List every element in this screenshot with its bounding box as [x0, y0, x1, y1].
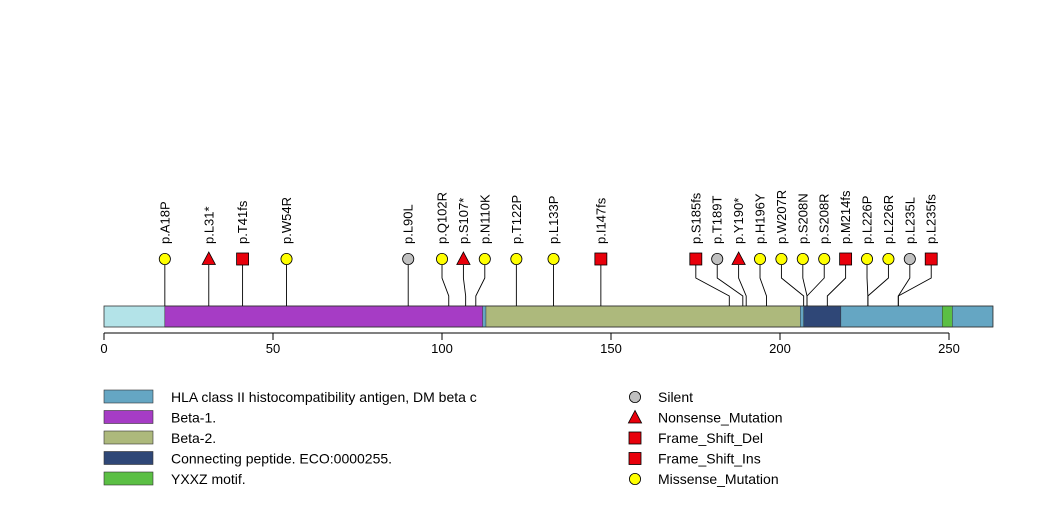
legend-swatch — [103, 451, 154, 465]
mutation-label: p.I147fs — [593, 197, 608, 244]
tick-label: 100 — [431, 341, 453, 356]
mutation-markers — [158, 251, 938, 266]
legend-symbol — [628, 431, 642, 445]
domain-2 — [485, 305, 801, 328]
mutation-label: p.H196Y — [753, 193, 768, 244]
legend-domain-label: Connecting peptide. ECO:0000255. — [171, 451, 392, 467]
mutation-label: p.Y190* — [731, 198, 746, 244]
mutation-marker — [689, 252, 703, 266]
mutation-label: p.A18P — [157, 201, 172, 244]
domain-3 — [803, 305, 842, 328]
mutation-marker — [754, 252, 767, 265]
mutation-marker — [903, 252, 916, 265]
mutation-marker — [775, 252, 788, 265]
mutation-label: p.S107* — [456, 198, 471, 244]
mutation-marker — [436, 252, 449, 265]
legend-type-label: Frame_Shift_Ins — [658, 451, 761, 467]
mutation-marker — [924, 252, 938, 266]
mutation-marker — [158, 252, 171, 265]
mutation-label: p.L226P — [860, 196, 875, 244]
mutation-stem — [867, 265, 889, 306]
mutation-marker — [731, 251, 746, 265]
mutation-stem — [897, 265, 932, 306]
mutation-stem — [806, 265, 825, 306]
mutation-label: p.L226R — [881, 195, 896, 244]
domain-legend: HLA class II histocompatibility antigen,… — [103, 389, 477, 487]
domain-4 — [941, 305, 953, 328]
mutation-label: p.T189T — [710, 196, 725, 244]
legend-domain-label: HLA class II histocompatibility antigen,… — [171, 389, 477, 405]
mutation-marker — [402, 252, 415, 265]
legend-symbol — [627, 409, 643, 424]
domain-1 — [164, 305, 483, 328]
mutation-marker — [478, 252, 491, 265]
mutation-stem — [441, 265, 450, 306]
mutation-stem — [897, 265, 911, 306]
legend-swatch — [103, 389, 154, 404]
legend-type-label: Frame_Shift_Del — [658, 430, 763, 446]
tick-label: 50 — [266, 341, 280, 356]
mutation-label: p.M214fs — [838, 190, 853, 244]
mutation-label: p.L235fs — [924, 194, 939, 244]
mutation-label: p.T41fs — [235, 200, 250, 244]
mutation-stem — [716, 265, 744, 306]
mutation-marker — [882, 252, 895, 265]
mutation-label: p.L133P — [546, 196, 561, 244]
mutation-label: p.T122P — [509, 195, 524, 244]
mutation-label: p.S185fs — [688, 192, 703, 244]
legend-type-label: Nonsense_Mutation — [658, 410, 783, 426]
legend-symbol — [629, 390, 642, 403]
mutation-marker — [796, 252, 809, 265]
tick-label: 250 — [938, 341, 960, 356]
mutation-stem — [759, 265, 767, 306]
mutation-marker — [236, 252, 249, 266]
mutation-marker — [456, 251, 471, 265]
mutation-label: p.S208R — [817, 193, 832, 244]
mutation-stem — [826, 265, 847, 306]
mutation-label: p.W54R — [279, 197, 294, 244]
mutation-marker — [839, 252, 853, 266]
mutation-label: p.N110K — [477, 194, 492, 244]
mutation-marker — [280, 252, 293, 265]
mutation-label: p.L31* — [201, 206, 216, 244]
legend-swatch — [103, 471, 154, 486]
mutation-marker — [818, 252, 831, 265]
mutation-stem — [738, 265, 747, 306]
legend-type-label: Silent — [658, 389, 693, 405]
mutation-stems — [164, 265, 932, 306]
protein-outline — [103, 305, 994, 328]
legend-symbol — [628, 452, 642, 465]
mutation-stem — [695, 265, 730, 306]
mutation-labels: p.A18P p.L31* p.T41fs p.W54R p.L90L p.Q102R p.… — [157, 190, 938, 244]
tick-label: 0 — [100, 341, 107, 356]
mutation-label: p.S208N — [795, 193, 810, 244]
mutation-marker — [594, 252, 608, 266]
mutation-label: p.L90L — [401, 204, 416, 244]
tick-label: 150 — [600, 341, 622, 356]
mutation-stem — [475, 265, 486, 306]
legend-domain-label: YXXZ motif. — [171, 471, 246, 487]
legend-swatch — [103, 430, 154, 445]
legend-type-label: Missense_Mutation — [658, 471, 779, 487]
mutation-marker — [547, 252, 560, 265]
mutation-type-legend: Silent Nonsense_Mutation Frame_Shift_Del Fr… — [627, 389, 783, 487]
mutation-label: p.Q102R — [435, 192, 450, 244]
mutation-stem — [462, 265, 467, 306]
mutation-label: p.L235L — [902, 197, 917, 244]
x-axis: 0 50 100 150 200 250 — [100, 332, 960, 356]
legend-domain-label: Beta-2. — [171, 430, 216, 446]
mutation-label: p.W207R — [774, 190, 789, 244]
mutation-marker — [861, 252, 874, 265]
tick-label: 200 — [769, 341, 791, 356]
legend-swatch — [103, 410, 154, 424]
legend-symbol — [629, 472, 642, 485]
legend-domain-label: Beta-1. — [171, 410, 216, 426]
mutation-marker — [510, 252, 523, 265]
protein-track — [103, 305, 994, 328]
mutation-marker — [201, 251, 217, 265]
mutation-marker — [711, 252, 724, 265]
mutation-stem — [780, 265, 805, 306]
